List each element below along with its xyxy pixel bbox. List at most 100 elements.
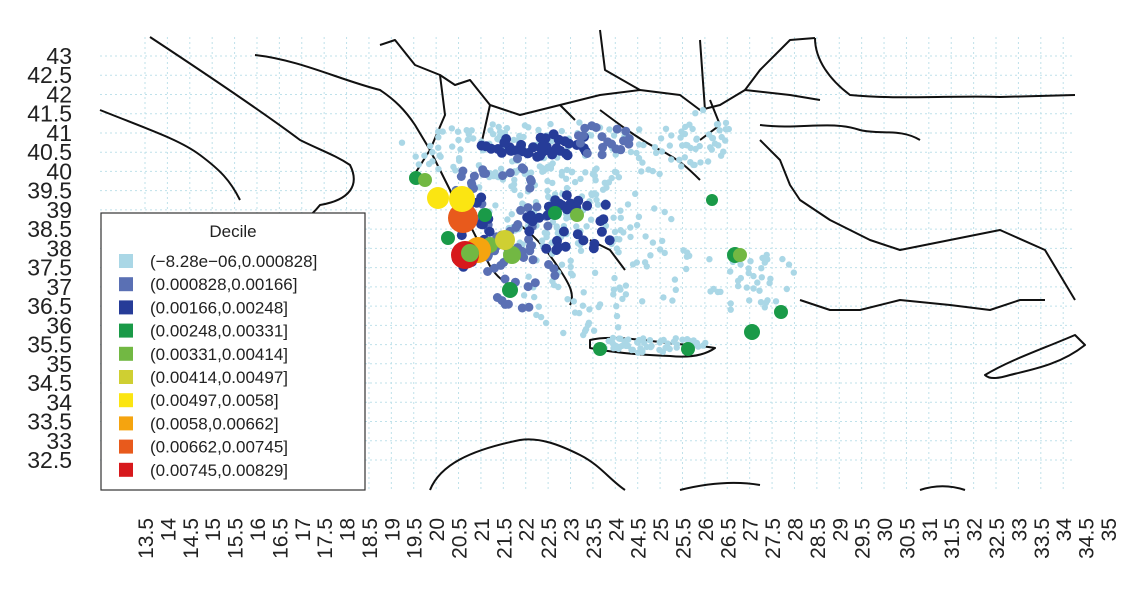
data-point: [597, 132, 607, 142]
data-point: [530, 278, 540, 288]
x-tick-label: 32: [964, 518, 987, 541]
data-point: [762, 299, 770, 306]
y-tick-label: 37: [46, 274, 72, 300]
data-point: [549, 179, 556, 187]
data-point: [629, 261, 637, 268]
data-point: [435, 128, 442, 135]
data-point: [531, 293, 538, 301]
x-tick-label: 20.5: [449, 518, 472, 559]
data-point: [668, 132, 675, 139]
data-point: [550, 271, 560, 280]
data-point: [601, 179, 608, 186]
x-tick-label: 19.5: [404, 518, 427, 559]
data-point: [547, 120, 554, 128]
data-point: [495, 123, 502, 131]
x-tick-label: 23.5: [583, 518, 606, 559]
data-point: [669, 297, 676, 304]
data-point: [767, 275, 774, 282]
data-point: [489, 130, 497, 138]
data-point: [398, 139, 406, 146]
data-point: [743, 284, 750, 291]
x-tick-label: 31.5: [941, 518, 964, 559]
data-point: [517, 303, 527, 313]
data-point: [717, 152, 725, 159]
data-point: [699, 342, 707, 349]
data-point: [693, 136, 700, 143]
data-point: [659, 348, 667, 356]
x-tick-label: 30.5: [896, 518, 919, 559]
data-point: [617, 207, 624, 214]
data-point: [686, 121, 693, 128]
data-point: [415, 161, 422, 168]
data-point: [713, 121, 721, 128]
legend-swatch: [119, 277, 133, 292]
data-point: [629, 346, 636, 353]
data-point: [536, 163, 543, 170]
x-tick-label: 33.5: [1031, 518, 1054, 559]
data-point: [657, 135, 665, 142]
x-tick-label: 35: [1098, 518, 1121, 541]
data-point: [611, 274, 618, 282]
data-point: [611, 168, 619, 175]
data-point: [525, 210, 536, 221]
data-point: [461, 244, 479, 262]
data-point: [587, 216, 595, 223]
data-point: [678, 128, 685, 135]
data-point: [684, 336, 691, 343]
data-point: [722, 137, 729, 144]
data-point: [613, 312, 621, 320]
data-point: [616, 236, 623, 243]
data-point: [610, 345, 617, 352]
north-africa-coast: [429, 438, 966, 491]
data-point: [624, 201, 632, 208]
data-point: [575, 138, 585, 148]
data-point: [641, 339, 648, 346]
data-point: [535, 126, 542, 134]
data-point: [615, 343, 622, 351]
y-tick-label: 32.5: [27, 447, 72, 473]
data-point: [754, 279, 761, 286]
data-point: [435, 144, 442, 151]
data-point: [761, 259, 768, 266]
data-point: [441, 231, 455, 245]
data-point: [699, 106, 707, 114]
data-point: [435, 134, 442, 141]
data-point: [579, 302, 587, 309]
data-point: [615, 174, 623, 181]
x-tick-label: 28.5: [807, 518, 830, 559]
data-point: [633, 221, 641, 229]
data-point: [656, 339, 663, 346]
data-point: [672, 286, 679, 293]
data-point: [758, 274, 765, 281]
data-point: [492, 202, 499, 209]
data-point: [545, 193, 552, 200]
x-tick-label: 34: [1053, 518, 1076, 542]
y-tick-label: 43: [46, 43, 72, 69]
data-point: [635, 213, 643, 220]
data-point: [635, 337, 643, 344]
data-point: [538, 237, 546, 244]
data-point: [448, 125, 455, 132]
x-tick-label: 16.5: [269, 518, 292, 559]
data-point: [558, 226, 569, 237]
data-point: [504, 216, 511, 223]
x-tick-label: 15: [202, 518, 225, 541]
y-tick-label: 36.5: [27, 293, 72, 319]
data-point: [610, 214, 617, 221]
data-point: [641, 259, 649, 266]
legend-swatch: [119, 300, 133, 315]
data-point: [671, 276, 679, 283]
data-point: [656, 246, 664, 253]
x-tick-label: 21: [471, 518, 494, 541]
data-point: [526, 176, 536, 186]
x-tick-label: 21.5: [493, 518, 516, 559]
data-point: [635, 154, 643, 162]
data-point: [586, 306, 593, 313]
x-axis-ticks: 13.5 14 14.5 15 15.5 16 16.5 17 17.5 18 18.5 19 19.5…: [135, 518, 1121, 559]
data-point: [567, 257, 574, 264]
data-point: [661, 208, 668, 216]
data-point: [624, 139, 634, 149]
data-point: [510, 136, 517, 144]
y-tick-label: 39.5: [27, 178, 72, 204]
legend-label: (−8.28e−06,0.000828]: [150, 252, 317, 271]
